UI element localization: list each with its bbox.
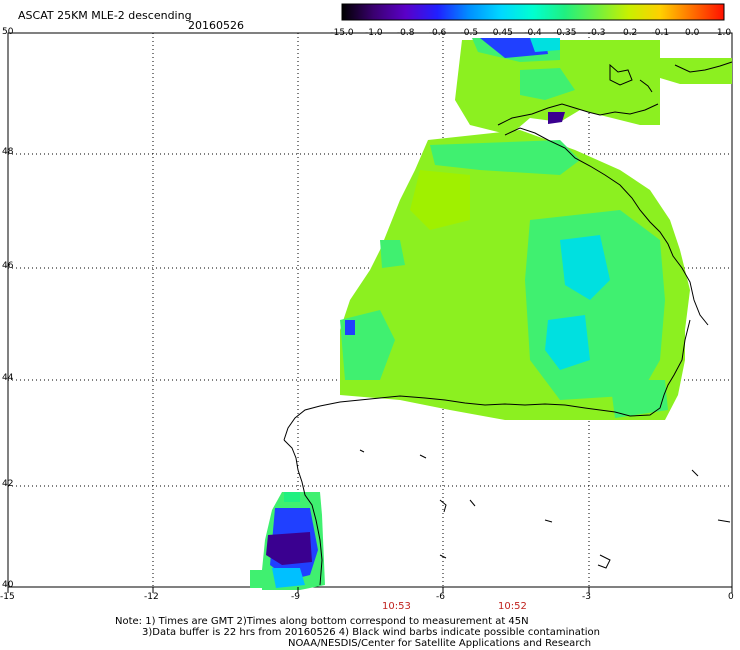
colorbar-gradient [341,3,725,21]
axis-ticks [7,587,733,593]
map-title: ASCAT 25KM MLE-2 descending [18,9,192,22]
map-frame [7,32,733,588]
map-date: 20160526 [188,19,244,32]
lon-tick-label: 0 [728,592,734,602]
lat-tick-label: 48 [2,147,14,157]
lat-tick-label: 40 [2,580,14,590]
lat-tick-label: 42 [2,479,14,489]
pass-time: 10:53 [382,601,411,612]
lon-tick-label: -3 [582,592,591,602]
note-line: NOAA/NESDIS/Center for Satellite Applica… [288,638,592,649]
lon-tick-label: -6 [436,592,445,602]
note-line: Note: 1) Times are GMT 2)Times along bot… [115,616,529,627]
lat-tick-label: 46 [2,261,14,271]
lon-tick-label: -15 [0,592,15,602]
lat-tick-label: 50 [2,27,14,37]
coastline [283,61,733,586]
lat-tick-label: 44 [2,373,14,383]
pass-time: 10:52 [498,601,527,612]
lon-tick-label: -12 [144,592,159,602]
wind-swath [250,38,732,590]
note-line: 3)Data buffer is 22 hrs from 20160526 4)… [142,627,600,638]
islands [359,449,731,569]
lon-tick-label: -9 [291,592,300,602]
